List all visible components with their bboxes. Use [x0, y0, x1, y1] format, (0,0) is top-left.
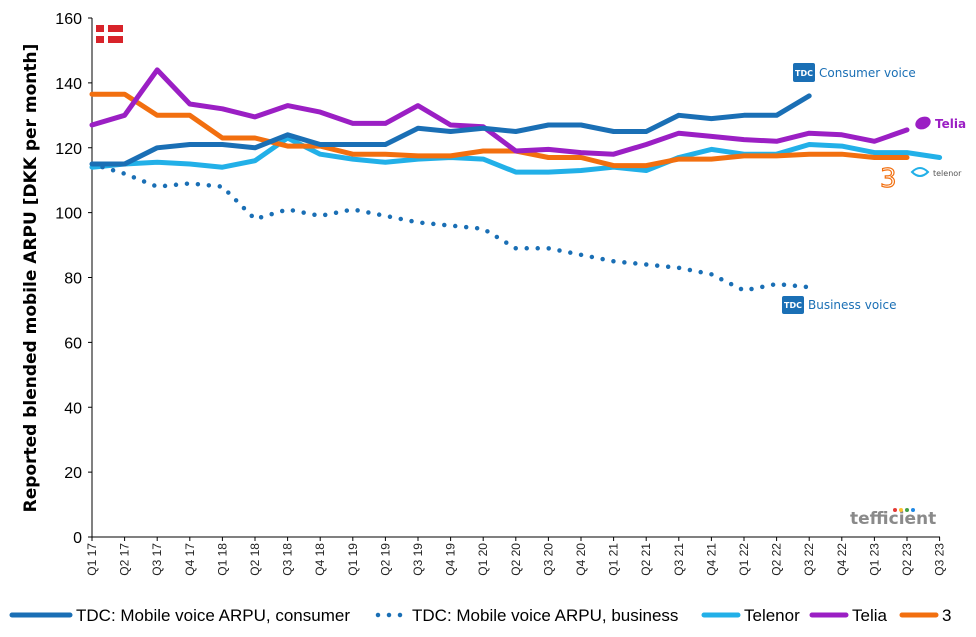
denmark-flag-icon — [96, 25, 123, 43]
x-tick-label: Q2 20 — [509, 543, 523, 576]
x-tick-label: Q3 22 — [802, 543, 816, 576]
x-tick-label: Q1 23 — [867, 543, 881, 576]
legend-label: 3 — [942, 606, 951, 625]
x-tick-label: Q1 18 — [215, 543, 229, 576]
legend-label: Telia — [852, 606, 888, 625]
x-tick-label: Q3 18 — [281, 543, 295, 576]
three-logo-icon: 3 — [879, 163, 897, 194]
x-tick-label: Q3 23 — [933, 543, 947, 576]
legend: TDC: Mobile voice ARPU, consumer TDC: Mob… — [9, 606, 951, 625]
tdc-logo-text: TDC — [784, 301, 802, 310]
y-tick-label: 40 — [64, 400, 82, 417]
series-layer — [89, 67, 943, 293]
tdc-consumer-logo: TDC Consumer voice — [793, 63, 916, 82]
x-tick-label: Q1 17 — [85, 543, 99, 576]
series-line-4 — [89, 91, 910, 169]
y-tick-labels: 0 20 40 60 80 100 120 140 160 — [55, 11, 92, 547]
legend-label: Telenor — [744, 606, 800, 625]
y-tick-label: 0 — [73, 530, 82, 547]
tefficient-watermark-text: tefficient — [850, 509, 936, 529]
x-tick-label: Q3 19 — [411, 543, 425, 576]
x-tick-label: Q2 18 — [248, 543, 262, 576]
x-tick-labels: Q1 17 Q2 17 Q3 17 Q4 17 Q1 18 Q2 18 Q3 18 Q4 18… — [85, 537, 947, 576]
x-tick-label: Q2 17 — [118, 543, 132, 576]
series-line-1 — [89, 161, 812, 293]
y-tick-label: 100 — [55, 206, 82, 223]
business-voice-label: Business voice — [808, 298, 897, 312]
x-tick-label: Q1 21 — [607, 543, 621, 576]
x-tick-label: Q1 22 — [737, 543, 751, 576]
three-logo-text: 3 — [880, 164, 897, 194]
telia-logo-text: Telia — [935, 117, 966, 131]
y-axis-label: Reported blended mobile ARPU [DKK per mo… — [21, 44, 41, 513]
y-tick-label: 20 — [64, 465, 82, 482]
y-tick-label: 60 — [64, 335, 82, 352]
legend-label: TDC: Mobile voice ARPU, business — [412, 606, 678, 625]
x-tick-label: Q4 20 — [574, 543, 588, 576]
y-tick-label: 120 — [55, 141, 82, 158]
telenor-logo-icon: telenor — [910, 167, 962, 178]
tdc-logo-text: TDC — [795, 69, 813, 78]
x-tick-label: Q4 18 — [313, 543, 327, 576]
x-tick-label: Q2 22 — [770, 543, 784, 576]
legend-label: TDC: Mobile voice ARPU, consumer — [76, 606, 350, 625]
x-tick-label: Q4 22 — [835, 543, 849, 576]
series-line-0 — [89, 93, 812, 167]
x-tick-label: Q2 19 — [378, 543, 392, 576]
x-tick-label: Q2 21 — [639, 543, 653, 576]
x-tick-label: Q4 21 — [704, 543, 718, 576]
x-tick-label: Q3 20 — [541, 543, 555, 576]
tdc-business-logo: TDC Business voice — [782, 296, 897, 314]
y-tick-label: 160 — [55, 11, 82, 28]
telenor-logo-text: telenor — [933, 169, 962, 178]
x-tick-label: Q3 17 — [150, 543, 164, 576]
series-line-2 — [89, 135, 943, 175]
y-tick-label: 140 — [55, 76, 82, 93]
x-tick-label: Q4 19 — [444, 543, 458, 576]
x-tick-label: Q2 23 — [900, 543, 914, 576]
series-line-3 — [89, 67, 910, 157]
x-tick-label: Q4 17 — [183, 543, 197, 576]
x-tick-label: Q3 21 — [672, 543, 686, 576]
consumer-voice-label: Consumer voice — [819, 66, 916, 80]
tefficient-watermark-logo: tefficient — [850, 508, 936, 529]
x-tick-label: Q1 19 — [346, 543, 360, 576]
telia-logo-icon: Telia — [915, 116, 966, 131]
x-tick-label: Q1 20 — [476, 543, 490, 576]
y-tick-label: 80 — [64, 271, 82, 288]
